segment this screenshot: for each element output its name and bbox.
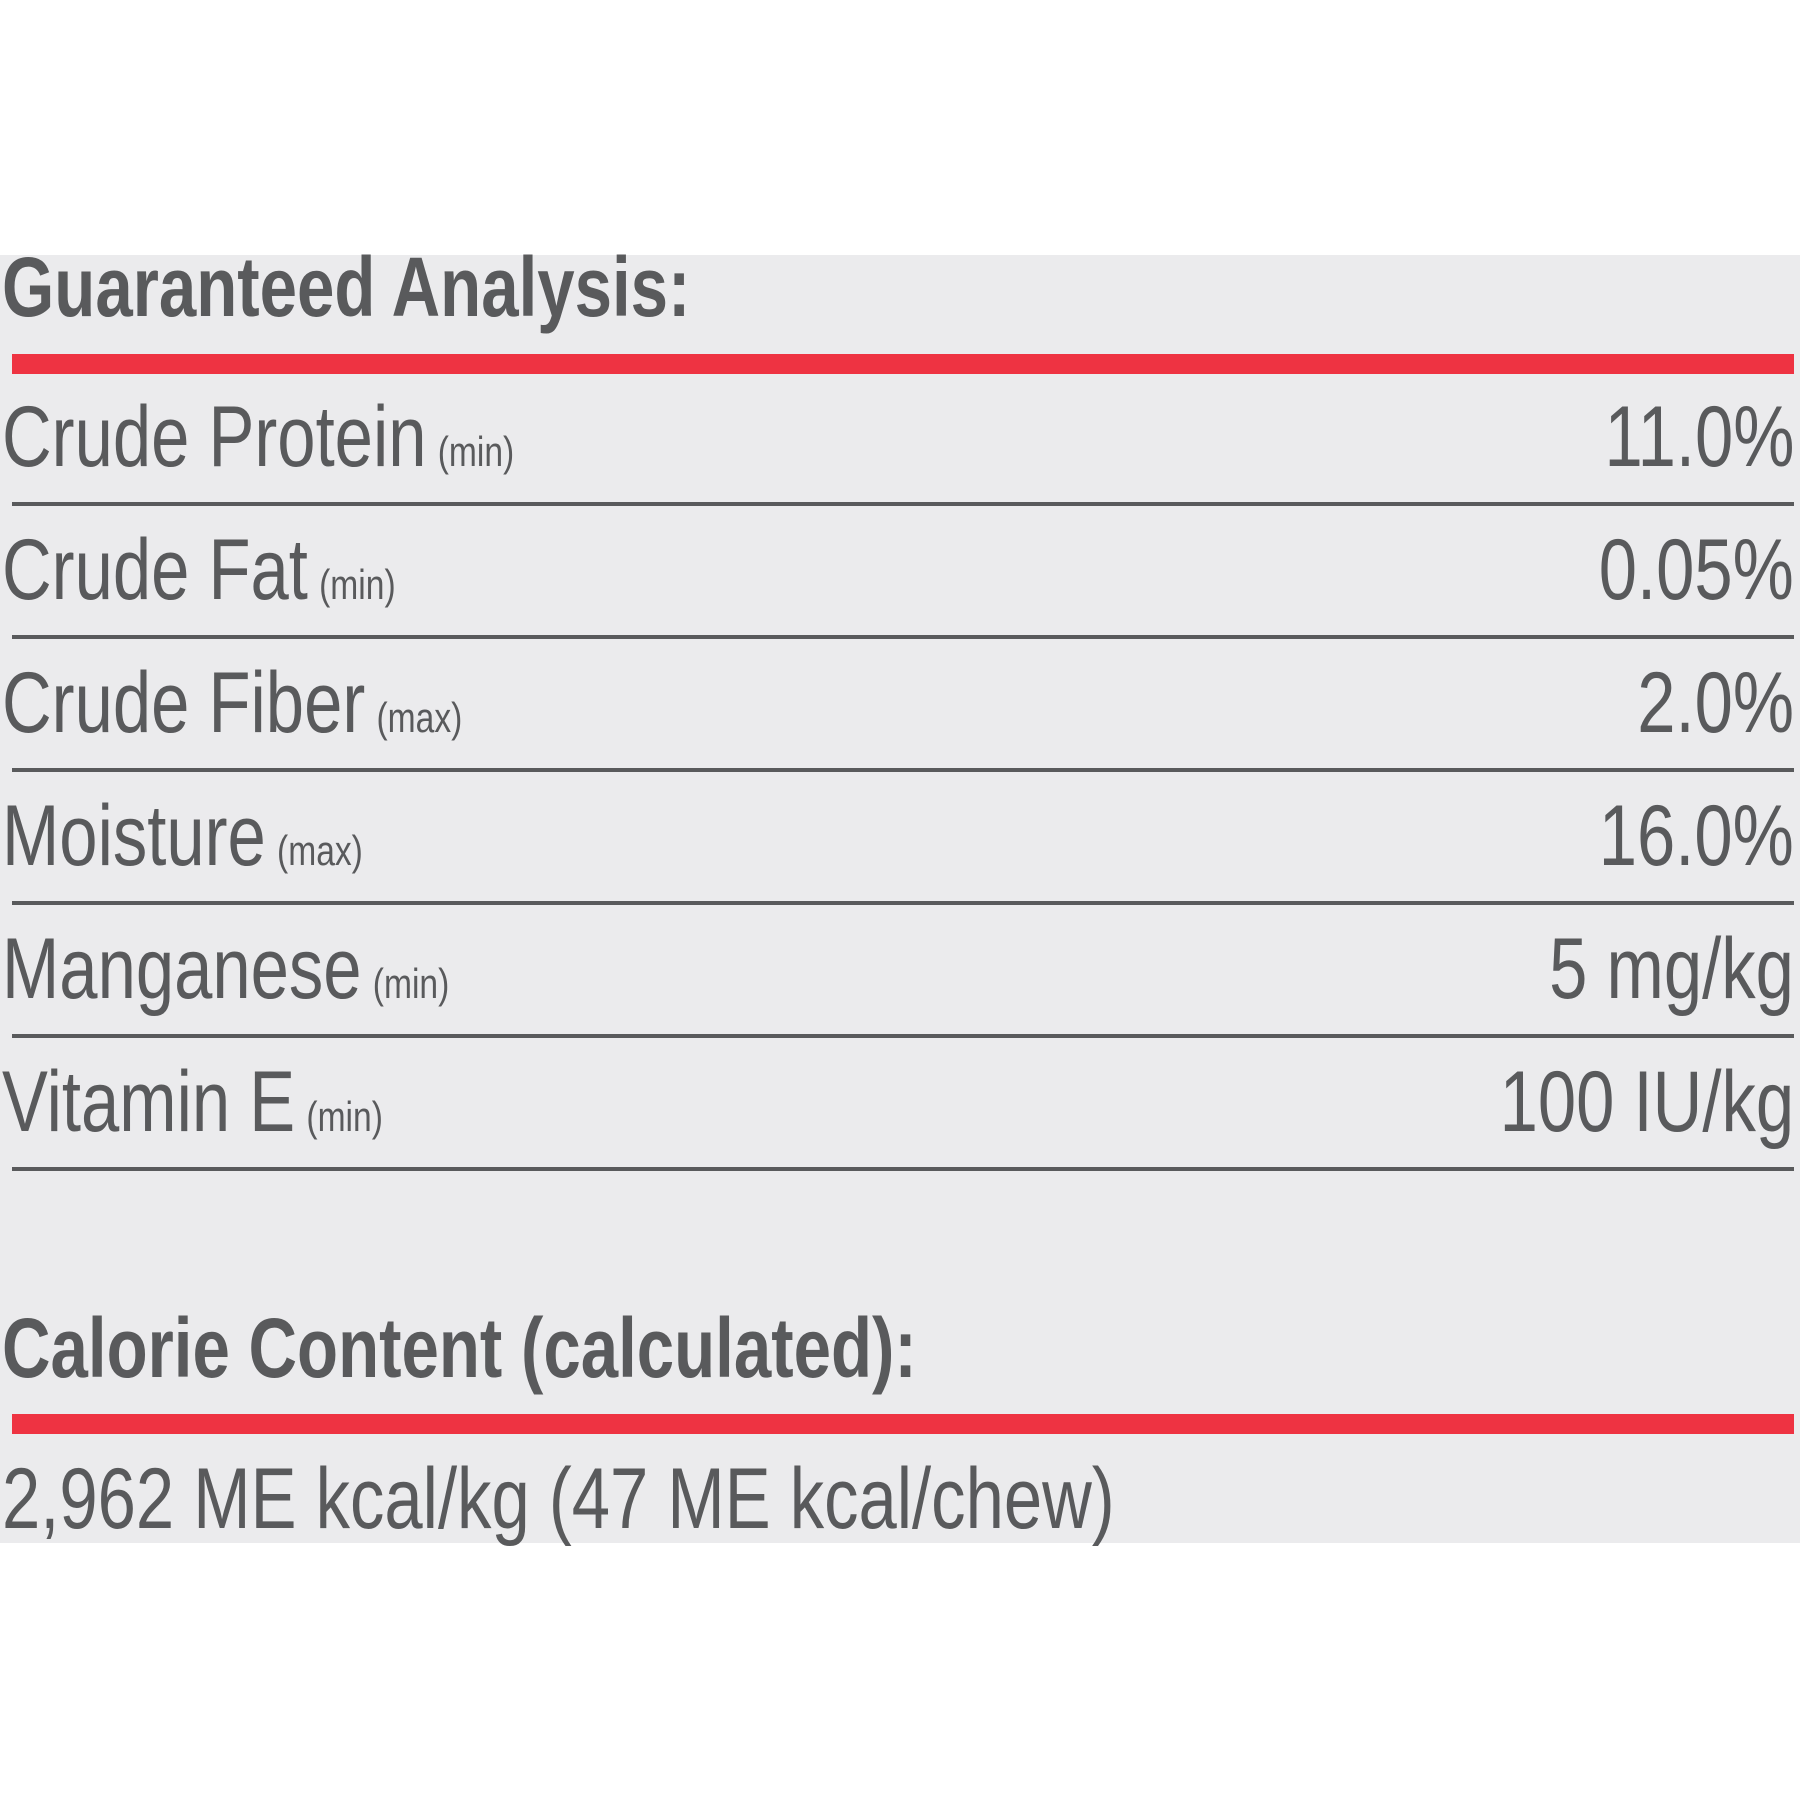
- analysis-row-label: Moisture (max): [2, 793, 363, 879]
- guaranteed-analysis-divider: [12, 354, 1794, 374]
- analysis-row-moisture: Moisture (max) 16.0%: [0, 772, 1800, 905]
- calorie-content-divider: [12, 1414, 1794, 1434]
- nutrient-qualifier: (max): [277, 827, 363, 874]
- calorie-content-heading: Calorie Content (calculated):: [2, 1301, 917, 1395]
- nutrient-value: 0.05%: [1598, 522, 1794, 618]
- row-divider: [12, 1167, 1794, 1171]
- row-divider: [12, 901, 1794, 905]
- row-divider: [12, 502, 1794, 506]
- analysis-row-label: Manganese (min): [2, 926, 449, 1012]
- analysis-row-crude-fat: Crude Fat (min) 0.05%: [0, 506, 1800, 639]
- analysis-row-label: Crude Fat (min): [2, 527, 396, 613]
- analysis-row-label: Crude Fiber (max): [2, 660, 462, 746]
- analysis-row-label: Vitamin E (min): [2, 1059, 383, 1145]
- analysis-row-crude-fiber: Crude Fiber (max) 2.0%: [0, 639, 1800, 772]
- guaranteed-analysis-heading: Guaranteed Analysis:: [2, 240, 691, 334]
- analysis-row-label: Crude Protein (min): [2, 394, 514, 480]
- nutrient-name: Crude Protein: [2, 389, 427, 485]
- nutrient-qualifier: (min): [306, 1093, 383, 1140]
- nutrient-name: Vitamin E: [2, 1054, 296, 1150]
- nutrient-value: 2.0%: [1637, 655, 1794, 751]
- nutrient-value: 5 mg/kg: [1549, 921, 1794, 1017]
- analysis-row-manganese: Manganese (min) 5 mg/kg: [0, 905, 1800, 1038]
- nutrient-name: Moisture: [2, 788, 266, 884]
- calorie-content-value: 2,962 ME kcal/kg (47 ME kcal/chew): [2, 1451, 1115, 1547]
- analysis-row-vitamin-e: Vitamin E (min) 100 IU/kg: [0, 1038, 1800, 1171]
- nutrient-value: 11.0%: [1604, 389, 1794, 485]
- nutrient-qualifier: (min): [437, 428, 515, 475]
- row-divider: [12, 1034, 1794, 1038]
- nutrient-value: 100 IU/kg: [1499, 1054, 1794, 1150]
- analysis-row-crude-protein: Crude Protein (min) 11.0%: [0, 373, 1800, 506]
- nutrient-name: Crude Fat: [2, 522, 308, 618]
- nutrient-name: Crude Fiber: [2, 655, 366, 751]
- nutrient-qualifier: (max): [376, 694, 463, 741]
- nutrient-value: 16.0%: [1598, 788, 1794, 884]
- row-divider: [12, 635, 1794, 639]
- nutrition-panel: [0, 255, 1800, 1543]
- row-divider: [12, 768, 1794, 772]
- nutrient-qualifier: (min): [319, 561, 396, 608]
- nutrient-qualifier: (min): [372, 960, 450, 1007]
- nutrient-name: Manganese: [2, 921, 362, 1017]
